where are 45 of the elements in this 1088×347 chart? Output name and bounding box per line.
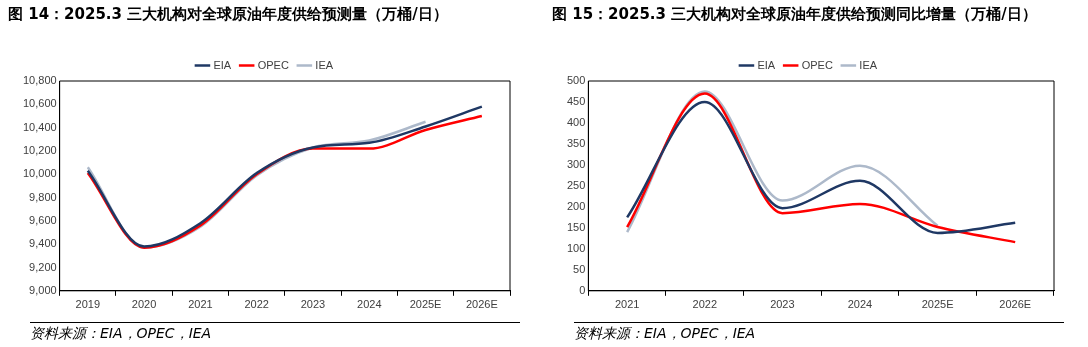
- x-tick-label: 2023: [770, 298, 795, 311]
- y-tick-label: 350: [566, 136, 586, 149]
- y-tick-label: 10,200: [22, 143, 57, 156]
- legend-label: EIA: [757, 58, 776, 71]
- y-tick-label: 10,600: [22, 97, 57, 110]
- text: 资料来源：EIA，OPEC，IEA: [30, 322, 520, 343]
- y-tick-label: 10,000: [22, 167, 57, 180]
- y-tick-label: 10,800: [22, 74, 57, 87]
- x-tick-label: 2021: [188, 298, 213, 311]
- y-tick-label: 9,000: [29, 283, 57, 296]
- legend-label: OPEC: [257, 58, 289, 71]
- legend-label: IEA: [315, 58, 334, 71]
- legend-label: IEA: [859, 58, 878, 71]
- legend-label: EIA: [213, 58, 232, 71]
- x-tick-label: 2019: [75, 298, 101, 311]
- chart-title: 图 14：2025.3 三大机构对全球原油年度供给预测量（万桶/日）: [8, 4, 449, 24]
- y-tick-label: 300: [566, 157, 586, 170]
- x-tick-label: 2022: [244, 298, 269, 311]
- y-tick-label: 10,400: [22, 120, 57, 133]
- y-tick-label: 450: [566, 95, 586, 108]
- x-tick-label: 2024: [357, 298, 382, 311]
- x-tick-label: 2026E: [999, 298, 1032, 311]
- legend-label: OPEC: [801, 58, 833, 71]
- chart-title: 图 15：2025.3 三大机构对全球原油年度供给预测同比增量（万桶/日）: [552, 4, 1038, 24]
- x-tick-label: 2026E: [465, 298, 498, 311]
- x-tick-label: 2022: [692, 298, 718, 311]
- y-tick-label: 250: [566, 178, 586, 191]
- x-tick-label: 2024: [847, 298, 873, 311]
- x-tick-label: 2023: [300, 298, 326, 311]
- x-tick-label: 2021: [614, 298, 640, 311]
- y-tick-label: 100: [566, 241, 586, 254]
- y-tick-label: 0: [579, 283, 586, 296]
- y-tick-label: 500: [566, 74, 586, 87]
- x-tick-label: 2025E: [921, 298, 954, 311]
- y-tick-label: 9,400: [29, 237, 57, 250]
- y-tick-label: 50: [573, 262, 586, 275]
- y-tick-label: 200: [566, 199, 586, 212]
- x-tick-label: 2020: [131, 298, 157, 311]
- y-tick-label: 400: [566, 115, 586, 128]
- x-tick-label: 2025E: [409, 298, 442, 311]
- text: 资料来源：EIA，OPEC，IEA: [574, 322, 1064, 343]
- y-tick-label: 9,600: [29, 213, 57, 226]
- y-tick-label: 9,200: [29, 260, 57, 273]
- y-tick-label: 150: [566, 220, 586, 233]
- y-tick-label: 9,800: [29, 190, 57, 203]
